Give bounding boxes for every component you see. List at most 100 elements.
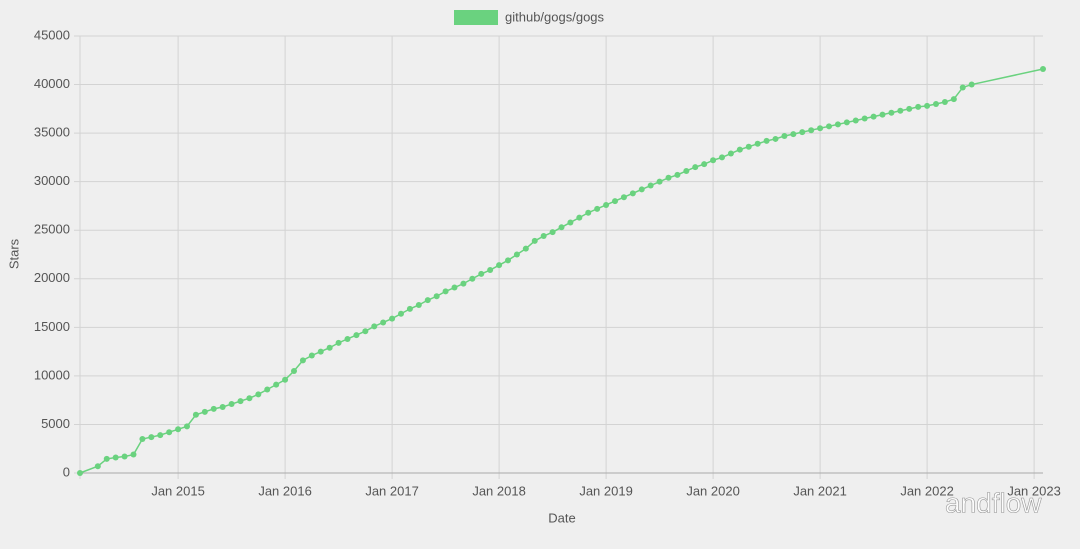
x-tick-label: Jan 2023 [1007, 483, 1061, 498]
data-point [255, 391, 262, 398]
y-axis-label: Stars [6, 238, 21, 269]
data-point [692, 164, 699, 171]
legend-label: github/gogs/gogs [505, 9, 605, 24]
data-point [719, 154, 725, 161]
x-axis-label: Date [548, 510, 575, 525]
data-point [237, 398, 244, 405]
data-point [326, 344, 333, 351]
data-point [924, 102, 931, 109]
x-tick-label: Jan 2020 [686, 483, 740, 498]
data-point [371, 323, 378, 330]
data-point [540, 233, 547, 240]
data-point [317, 348, 324, 355]
data-point [433, 293, 440, 300]
data-point [826, 123, 832, 130]
data-point [852, 117, 859, 124]
data-point [157, 432, 164, 439]
data-point [219, 403, 226, 410]
y-tick-label: 35000 [34, 125, 70, 140]
data-point [701, 161, 708, 168]
data-point [710, 157, 717, 164]
data-point [736, 146, 743, 153]
data-point [799, 129, 806, 136]
x-tick-label: Jan 2022 [900, 483, 954, 498]
data-point [353, 332, 360, 339]
data-point [1040, 66, 1046, 73]
y-tick-label: 25000 [34, 222, 70, 237]
x-tick-label: Jan 2016 [258, 483, 312, 498]
data-point [210, 405, 217, 412]
data-point [870, 113, 877, 120]
data-point [175, 426, 182, 433]
data-point [817, 125, 824, 132]
data-point [291, 368, 297, 375]
data-point [959, 84, 966, 91]
data-point [112, 454, 119, 461]
data-point [103, 455, 110, 462]
data-point [576, 214, 583, 221]
data-point [968, 81, 975, 88]
data-point [629, 190, 636, 197]
data-point [362, 328, 369, 335]
data-point [94, 463, 101, 470]
data-point [505, 257, 511, 264]
data-point [442, 288, 449, 295]
data-point [603, 201, 610, 208]
data-point [674, 171, 681, 178]
data-point [888, 109, 895, 116]
data-point [406, 305, 413, 312]
data-point [273, 381, 280, 388]
data-point [77, 470, 83, 476]
data-point [861, 115, 868, 122]
data-point [612, 198, 618, 205]
data-point [745, 143, 752, 150]
data-point [834, 121, 841, 128]
data-point [299, 357, 306, 364]
data-point [380, 319, 387, 326]
data-point [424, 297, 431, 304]
data-point [201, 408, 208, 415]
data-point [398, 310, 404, 317]
data-point [282, 376, 289, 383]
data-point [754, 140, 761, 147]
data-point [558, 224, 565, 231]
y-tick-label: 40000 [34, 76, 70, 91]
data-point [808, 127, 815, 134]
data-point [933, 100, 939, 107]
data-point [460, 280, 467, 287]
data-point [335, 339, 342, 346]
data-point [665, 174, 672, 181]
y-tick-label: 20000 [34, 270, 70, 285]
data-point [184, 423, 190, 430]
data-point [879, 111, 886, 118]
data-point [228, 401, 235, 408]
data-point [790, 131, 797, 138]
y-tick-label: 10000 [34, 367, 70, 382]
data-point [487, 267, 494, 274]
data-point [906, 105, 913, 112]
y-tick-label: 45000 [34, 27, 70, 42]
data-point [139, 436, 146, 443]
data-point [166, 429, 173, 436]
data-point [469, 275, 476, 282]
data-point [915, 103, 922, 110]
data-point [656, 178, 663, 185]
data-point [638, 186, 645, 193]
data-point [496, 262, 503, 269]
data-point [192, 411, 199, 418]
data-point [763, 137, 770, 144]
data-point [478, 270, 485, 277]
y-tick-label: 30000 [34, 173, 70, 188]
x-tick-label: Jan 2019 [579, 483, 633, 498]
data-point [148, 434, 155, 441]
x-tick-label: Jan 2015 [151, 483, 205, 498]
data-point [344, 335, 351, 342]
y-tick-label: 0 [63, 464, 70, 479]
data-point [121, 453, 128, 460]
data-point [897, 107, 904, 114]
data-point [389, 315, 396, 322]
data-point [585, 209, 592, 216]
y-tick-label: 5000 [41, 416, 70, 431]
data-point [620, 194, 627, 201]
